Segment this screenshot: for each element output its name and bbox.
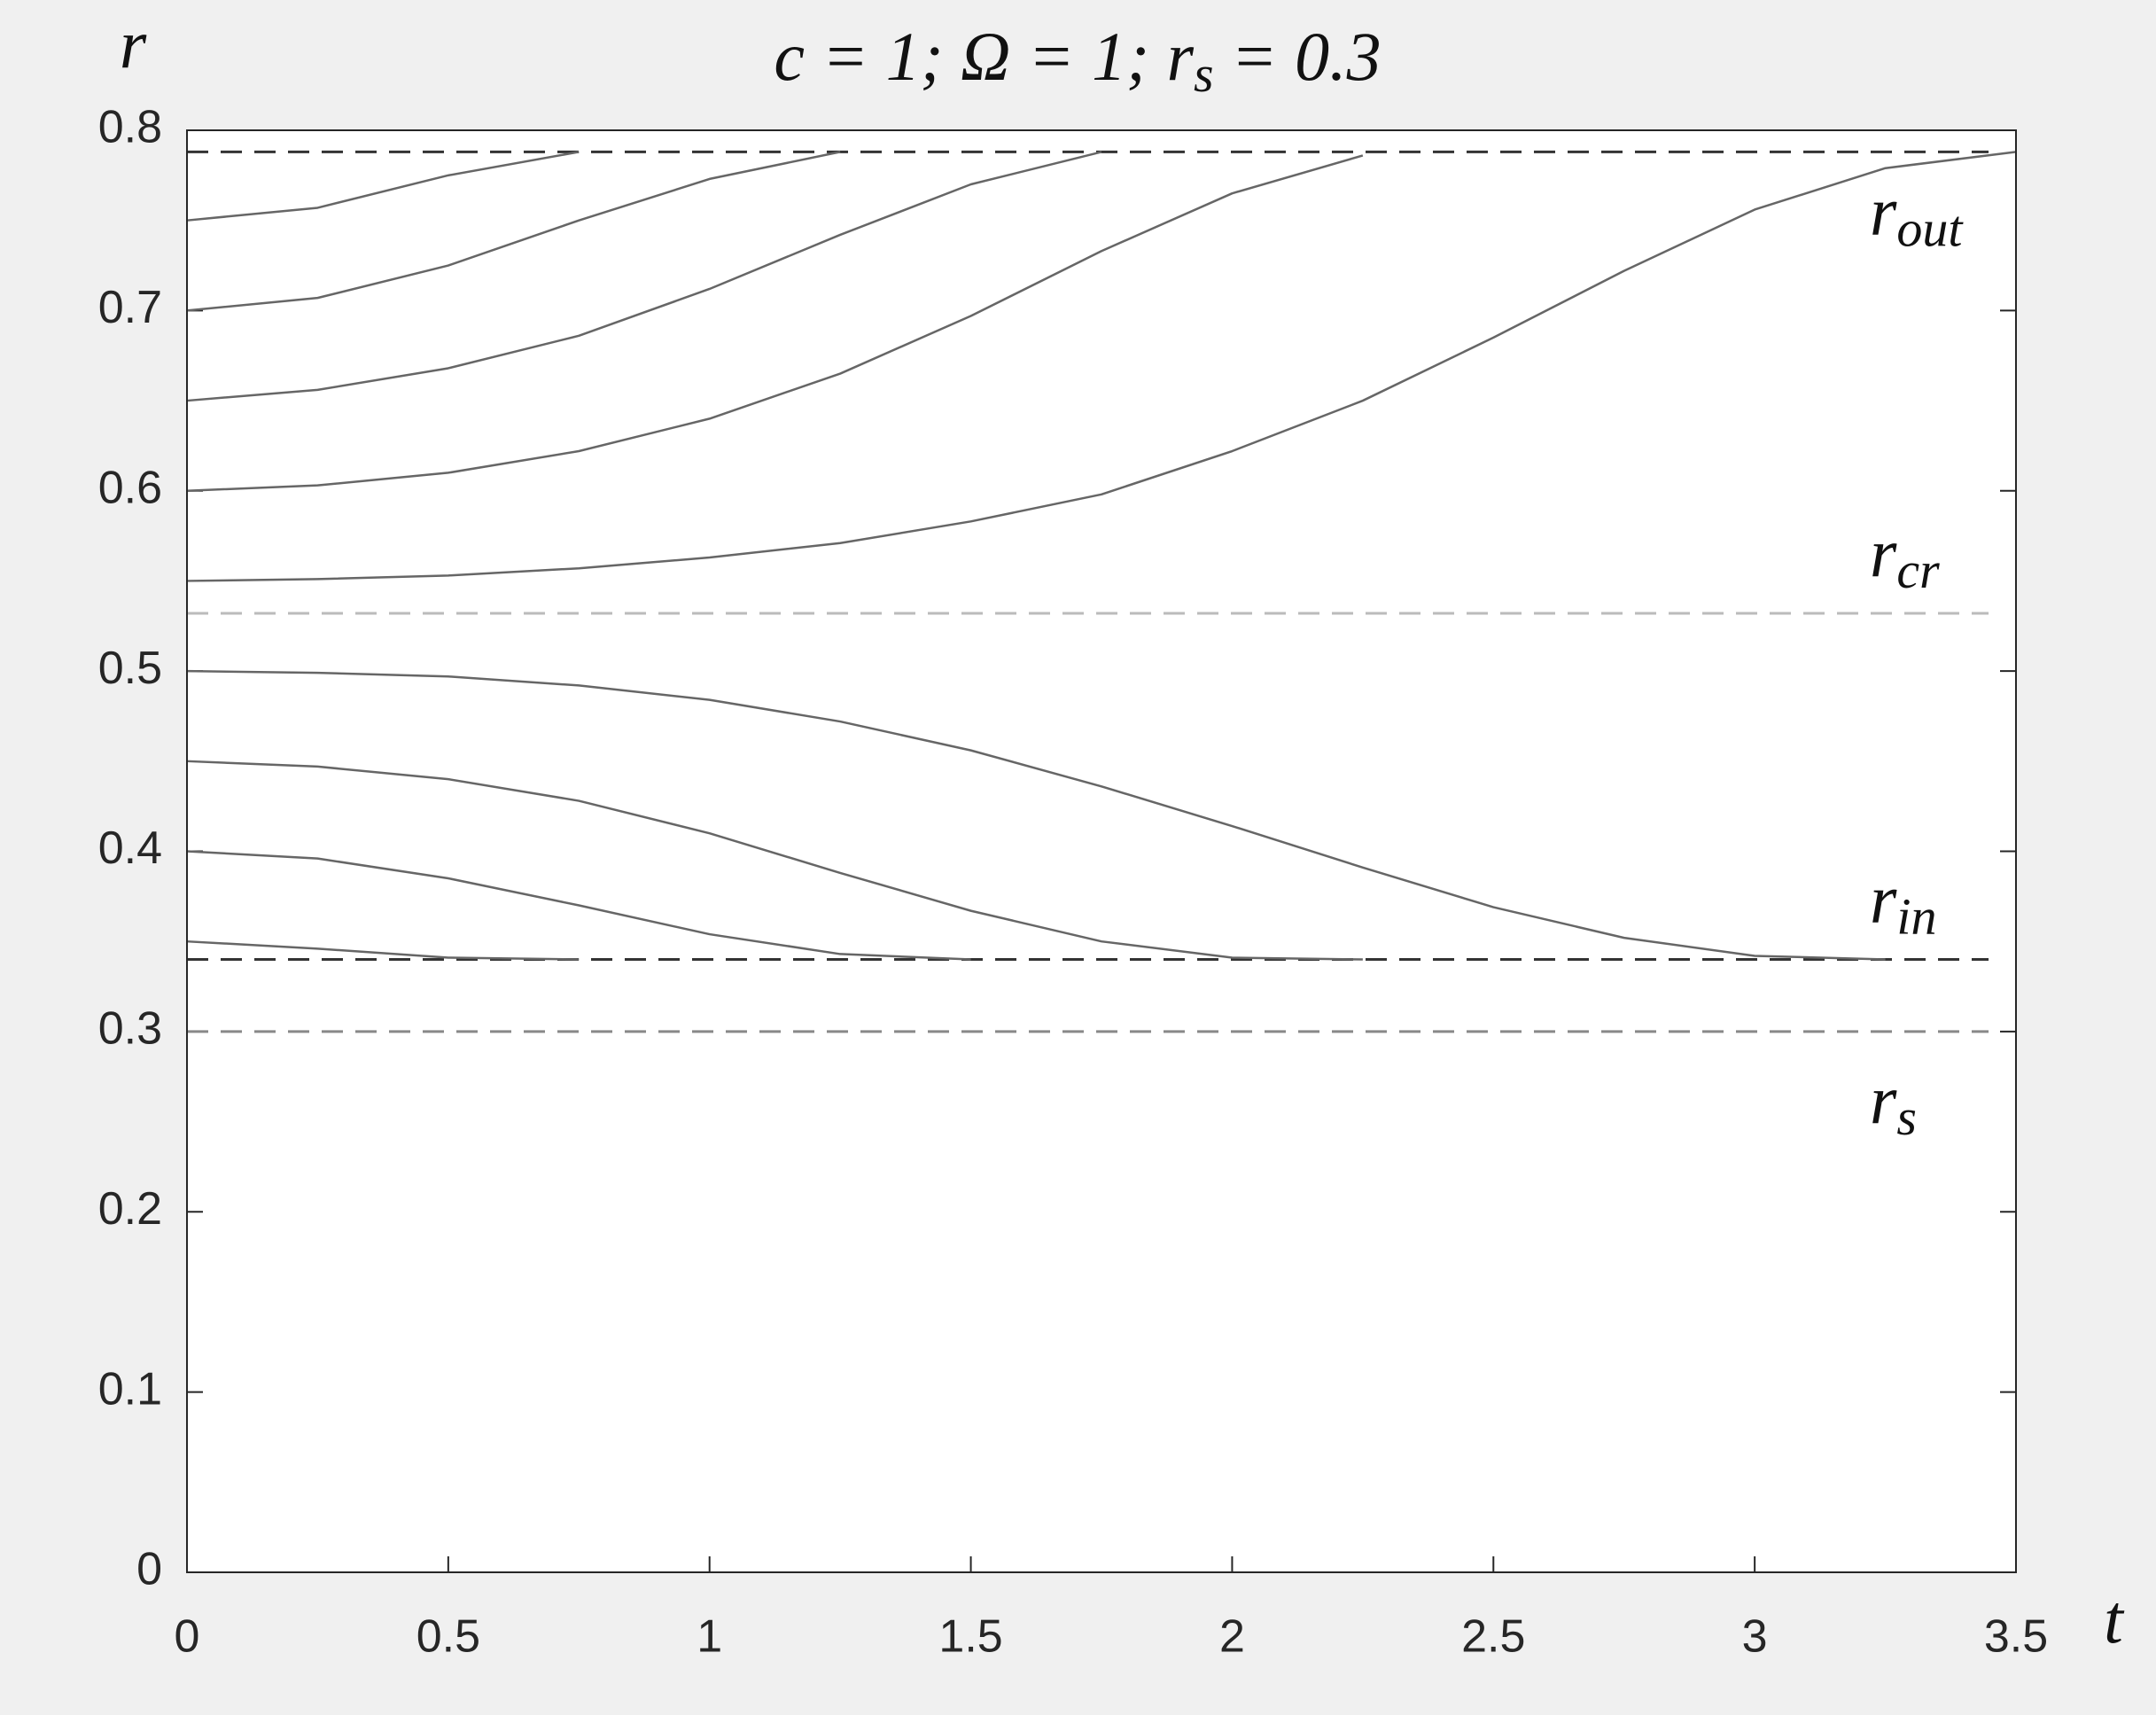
y-tick-label: 0.5 [98,643,162,694]
reference-label-base: r [1870,172,1897,249]
y-tick-label: 0.6 [98,462,162,513]
x-tick-label: 2.5 [1461,1611,1525,1663]
y-axis-label: r [120,5,147,82]
y-tick-label: 0.8 [98,102,162,153]
reference-label: rout [1870,172,1964,257]
series-line [186,154,1364,492]
x-tick-label: 3.5 [1984,1611,2048,1663]
series-line [186,850,971,961]
x-tick-label: 2 [1219,1611,1245,1663]
reference-label-base: r [1870,514,1897,591]
x-tick-label: 0.5 [416,1611,480,1663]
series-line [186,939,580,961]
series-line [186,669,1886,961]
y-tick-label: 0.4 [98,822,162,874]
y-tick-label: 0.2 [98,1183,162,1235]
y-tick-label: 0 [136,1544,162,1595]
axes-box [186,129,2017,1573]
reference-label-sub: s [1896,1088,1917,1146]
reference-label: rin [1870,860,1936,945]
x-tick-label: 1 [697,1611,722,1663]
series-line [186,151,1102,402]
series-line [186,151,580,222]
title-tail: = 0.3 [1214,18,1382,95]
title-sub: s [1194,45,1214,103]
y-tick-label: 0.7 [98,282,162,333]
series-line [186,151,841,312]
series-line [186,151,2017,582]
x-axis-label: t [2104,1580,2125,1657]
chart-title: c = 1; Ω = 1; rs = 0.3 [774,18,1381,103]
reference-label-sub: in [1896,888,1936,946]
y-tick-label: 0.3 [98,1003,162,1055]
x-tick-label: 3 [1742,1611,1768,1663]
reference-label: rs [1870,1061,1917,1146]
plot-area [187,130,2016,1572]
title-main: c = 1; Ω = 1; r [774,18,1194,95]
reference-label-sub: out [1896,200,1964,258]
x-tick-label: 1.5 [938,1611,1002,1663]
reference-label-base: r [1870,860,1897,937]
series-line [186,760,1363,961]
y-tick-label: 0.1 [98,1363,162,1415]
x-tick-label: 0 [175,1611,200,1663]
reference-label: rcr [1870,514,1940,599]
reference-label-sub: cr [1896,542,1940,599]
reference-label-base: r [1870,1061,1897,1138]
